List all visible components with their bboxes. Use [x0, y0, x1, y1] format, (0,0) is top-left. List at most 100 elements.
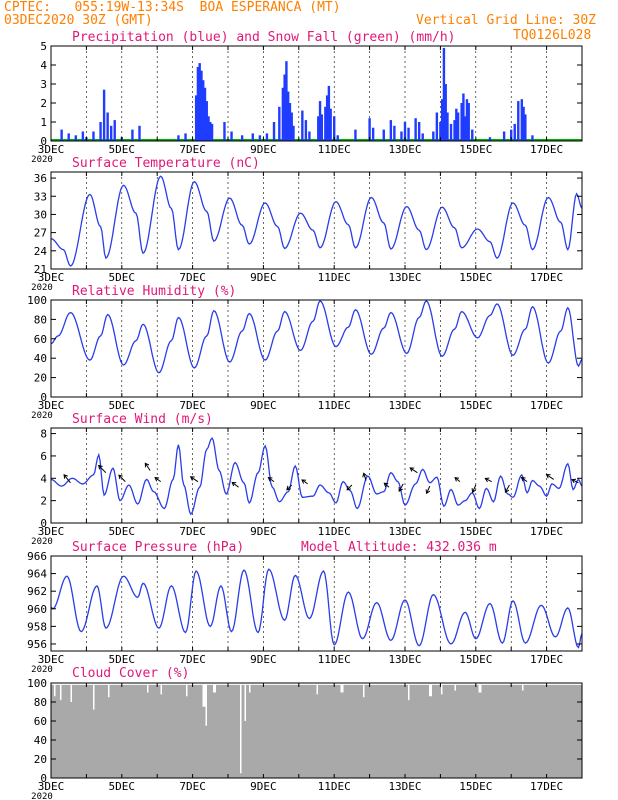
wind-arrow [521, 477, 528, 483]
precip-bar [371, 127, 375, 141]
wind-arrow [63, 474, 71, 484]
pressure-year-label: 2020 [31, 665, 53, 675]
title-pressure: Surface Pressure (hPa) [72, 540, 245, 555]
temperature-y-tick-label: 30 [34, 208, 47, 221]
precip-bar [205, 101, 208, 141]
wind-arrow-head [63, 474, 68, 479]
precip-bar [368, 118, 371, 141]
precip-bar [531, 135, 534, 141]
humidity-y-tick-label: 60 [34, 333, 47, 346]
cloud-y-tick-label: 20 [34, 753, 47, 766]
cloud-x-tick-label: 15DEC [459, 780, 492, 793]
wind-arrow [231, 482, 239, 488]
temperature-x-tick-label: 9DEC [250, 271, 277, 284]
pressure-y-tick-label: 958 [27, 620, 47, 633]
precip-bar [198, 63, 201, 141]
wind-arrow-head [362, 472, 368, 478]
humidity-x-tick-label: 13DEC [388, 399, 421, 412]
pressure-frame [50, 555, 583, 652]
precip-bar [417, 122, 421, 141]
pressure-x-tick-label: 3DEC [38, 653, 65, 666]
temperature-y-tick-label: 24 [34, 245, 48, 258]
precip-bar [210, 123, 214, 141]
humidity-x-tick-label: 17DEC [530, 399, 563, 412]
wind-arrow [154, 477, 162, 483]
wind-x-tick-label: 7DEC [179, 525, 206, 538]
humidity-x-tick-label: 3DEC [38, 399, 65, 412]
title-humidity: Relative Humidity (%) [72, 284, 237, 299]
wind-arrow-head [301, 479, 307, 484]
precip-bar [81, 131, 85, 141]
wind-frame [50, 427, 583, 524]
precip-bar [522, 106, 525, 141]
wind-arrow [485, 477, 492, 483]
wind-arrow-head [520, 477, 526, 482]
precip-bar [403, 122, 407, 141]
pressure-y-tick-label: 960 [27, 603, 47, 616]
precipitation-y-tick-label: 0 [40, 135, 47, 148]
precip-bar [138, 125, 141, 141]
humidity-year-label: 2020 [31, 411, 53, 421]
precipitation-y-tick-label: 1 [40, 116, 47, 129]
precip-bar [292, 125, 295, 141]
wind-arrow [190, 476, 199, 483]
precipitation-frame [50, 45, 583, 142]
cloud-x-tick-label: 5DEC [109, 780, 136, 793]
wind-arrow-head [409, 467, 415, 472]
precip-bar [67, 133, 70, 141]
pressure-x-tick-label: 17DEC [530, 653, 563, 666]
cloud-y-tick-label: 40 [34, 734, 47, 747]
wind-arrow [571, 479, 579, 484]
precip-bar [467, 103, 470, 141]
precip-bar [460, 103, 463, 141]
wind-arrow-head [267, 477, 273, 482]
precip-bar [223, 122, 226, 141]
wind-arrow [363, 473, 367, 481]
wind-arrow-head [154, 477, 160, 482]
precip-bar [407, 127, 410, 141]
temperature-y-tick-label: 21 [34, 263, 47, 276]
precip-bar [278, 106, 281, 141]
precip-bar [510, 129, 513, 141]
temperature-y-tick-label: 27 [34, 227, 47, 240]
precipitation-year-label: 2020 [31, 155, 53, 165]
humidity-y-tick-label: 100 [27, 294, 47, 307]
header-product: TQ0126L028 [513, 28, 592, 43]
precip-bar [325, 95, 329, 141]
pressure-x-tick-label: 7DEC [179, 653, 206, 666]
precip-bar [456, 112, 460, 141]
wind-x-tick-label: 9DEC [250, 525, 277, 538]
precip-bar [207, 116, 210, 141]
wind-x-tick-label: 17DEC [530, 525, 563, 538]
temperature-x-tick-label: 15DEC [459, 271, 492, 284]
precip-bar [113, 120, 116, 141]
precipitation-y-tick-label: 4 [40, 59, 47, 72]
precipitation-y-tick-label: 3 [40, 78, 47, 91]
precip-bar [177, 135, 180, 141]
precip-bar [196, 66, 200, 141]
temperature-x-tick-label: 13DEC [388, 271, 421, 284]
precip-bar [202, 80, 205, 141]
precip-bar [524, 114, 527, 141]
humidity-y-tick-label: 20 [34, 372, 47, 385]
humidity-x-tick-label: 9DEC [250, 399, 277, 412]
precip-bar [421, 133, 424, 141]
precip-bar [453, 120, 456, 141]
wind-arrow [409, 467, 418, 474]
wind-arrow [426, 485, 431, 494]
pressure-annotation: Model Altitude: 432.036 m [301, 540, 497, 555]
precip-bar [465, 99, 469, 141]
wind-arrow-head [144, 462, 150, 468]
precip-bar [92, 131, 95, 141]
precip-bar [131, 129, 134, 141]
wind-arrow-head [231, 481, 237, 487]
pressure-x-tick-label: 13DEC [388, 653, 421, 666]
wind-arrow-head [286, 485, 291, 491]
precip-bar [446, 112, 449, 141]
wind-x-tick-label: 15DEC [459, 525, 492, 538]
pressure-y-tick-label: 962 [27, 585, 47, 598]
precipitation-y-tick-label: 5 [40, 40, 47, 53]
title-cloud: Cloud Cover (%) [72, 666, 190, 681]
precip-bar [286, 91, 290, 141]
precip-bar [109, 125, 113, 141]
